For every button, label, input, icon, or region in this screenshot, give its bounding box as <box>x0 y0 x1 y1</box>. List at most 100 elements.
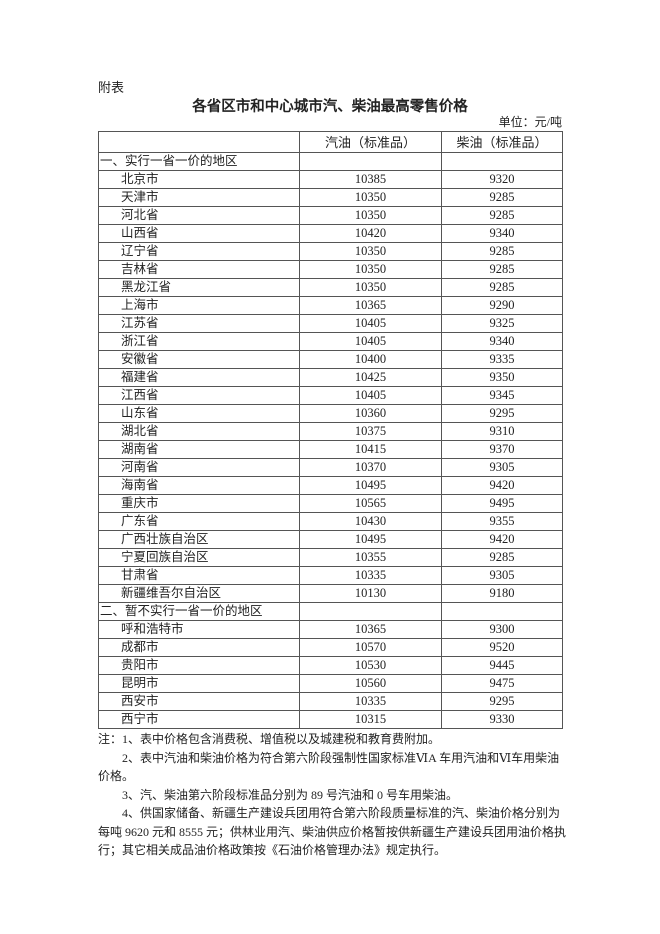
table-row: 北京市 10385 9320 <box>98 170 563 189</box>
diesel-price-cell: 9310 <box>441 422 563 441</box>
header-diesel: 柴油（标准品） <box>441 131 563 153</box>
gasoline-price-cell: 10370 <box>299 458 442 477</box>
gasoline-price-cell: 10350 <box>299 206 442 225</box>
region-cell: 广东省 <box>98 512 300 531</box>
table-row: 浙江省 10405 9340 <box>98 332 563 351</box>
table-row: 黑龙江省 10350 9285 <box>98 278 563 297</box>
table-row: 辽宁省 10350 9285 <box>98 242 563 261</box>
diesel-price-cell: 9285 <box>441 278 563 297</box>
table-row: 贵阳市 10530 9445 <box>98 656 563 675</box>
gasoline-price-cell: 10350 <box>299 260 442 279</box>
table-row: 重庆市 10565 9495 <box>98 494 563 513</box>
diesel-price-cell: 9300 <box>441 620 563 639</box>
table-row: 天津市 10350 9285 <box>98 188 563 207</box>
gasoline-price-cell: 10365 <box>299 620 442 639</box>
table-row: 广东省 10430 9355 <box>98 512 563 531</box>
empty-cell <box>299 152 442 171</box>
diesel-price-cell: 9320 <box>441 170 563 189</box>
empty-cell <box>441 152 563 171</box>
gasoline-price-cell: 10405 <box>299 386 442 405</box>
section-label: 二、暂不实行一省一价的地区 <box>98 602 300 621</box>
diesel-price-cell: 9445 <box>441 656 563 675</box>
header-gasoline: 汽油（标准品） <box>299 131 442 153</box>
region-cell: 呼和浩特市 <box>98 620 300 639</box>
gasoline-price-cell: 10415 <box>299 440 442 459</box>
region-cell: 福建省 <box>98 368 300 387</box>
gasoline-price-cell: 10335 <box>299 566 442 585</box>
gasoline-price-cell: 10495 <box>299 476 442 495</box>
gasoline-price-cell: 10350 <box>299 278 442 297</box>
empty-cell <box>299 602 442 621</box>
diesel-price-cell: 9335 <box>441 350 563 369</box>
table-header-row: 汽油（标准品） 柴油（标准品） <box>98 131 563 153</box>
gasoline-price-cell: 10350 <box>299 188 442 207</box>
gasoline-price-cell: 10385 <box>299 170 442 189</box>
gasoline-price-cell: 10355 <box>299 548 442 567</box>
region-cell: 成都市 <box>98 638 300 657</box>
diesel-price-cell: 9290 <box>441 296 563 315</box>
note-3: 3、汽、柴油第六阶段标准品分别为 89 号汽油和 0 号车用柴油。 <box>122 787 459 802</box>
diesel-price-cell: 9180 <box>441 584 563 603</box>
gasoline-price-cell: 10315 <box>299 710 442 729</box>
table-row: 甘肃省 10335 9305 <box>98 566 563 585</box>
diesel-price-cell: 9350 <box>441 368 563 387</box>
note-1: 注：1、表中价格包含消费税、增值税以及城建税和教育费附加。 <box>98 732 441 746</box>
annex-label: 附表 <box>98 80 125 95</box>
region-cell: 辽宁省 <box>98 242 300 261</box>
table-row: 山西省 10420 9340 <box>98 224 563 243</box>
gasoline-price-cell: 10560 <box>299 674 442 693</box>
region-cell: 甘肃省 <box>98 566 300 585</box>
gasoline-price-cell: 10565 <box>299 494 442 513</box>
table-row: 河北省 10350 9285 <box>98 206 563 225</box>
header-region <box>98 131 300 153</box>
gasoline-price-cell: 10405 <box>299 332 442 351</box>
region-cell: 上海市 <box>98 296 300 315</box>
diesel-price-cell: 9420 <box>441 476 563 495</box>
region-cell: 天津市 <box>98 188 300 207</box>
notes: 注：1、表中价格包含消费税、增值税以及城建税和教育费附加。 2、表中汽油和柴油价… <box>98 730 566 860</box>
gasoline-price-cell: 10530 <box>299 656 442 675</box>
table-row: 西宁市 10315 9330 <box>98 710 563 729</box>
region-cell: 湖南省 <box>98 440 300 459</box>
diesel-price-cell: 9370 <box>441 440 563 459</box>
table-row: 湖北省 10375 9310 <box>98 422 563 441</box>
gasoline-price-cell: 10430 <box>299 512 442 531</box>
region-cell: 河南省 <box>98 458 300 477</box>
gasoline-price-cell: 10400 <box>299 350 442 369</box>
gasoline-price-cell: 10335 <box>299 692 442 711</box>
region-cell: 宁夏回族自治区 <box>98 548 300 567</box>
region-cell: 西安市 <box>98 692 300 711</box>
diesel-price-cell: 9340 <box>441 224 563 243</box>
diesel-price-cell: 9305 <box>441 458 563 477</box>
table-row: 海南省 10495 9420 <box>98 476 563 495</box>
diesel-price-cell: 9495 <box>441 494 563 513</box>
document-title: 各省区市和中心城市汽、柴油最高零售价格 <box>192 99 468 115</box>
region-cell: 山西省 <box>98 224 300 243</box>
note-2: 2、表中汽油和柴油价格为符合第六阶段强制性国家标准ⅥA 车用汽油和Ⅵ车用柴油价格… <box>98 750 560 784</box>
gasoline-price-cell: 10570 <box>299 638 442 657</box>
diesel-price-cell: 9345 <box>441 386 563 405</box>
region-cell: 西宁市 <box>98 710 300 729</box>
region-cell: 安徽省 <box>98 350 300 369</box>
region-cell: 重庆市 <box>98 494 300 513</box>
table-row: 广西壮族自治区 10495 9420 <box>98 530 563 549</box>
gasoline-price-cell: 10130 <box>299 584 442 603</box>
gasoline-price-cell: 10350 <box>299 242 442 261</box>
diesel-price-cell: 9305 <box>441 566 563 585</box>
gasoline-price-cell: 10425 <box>299 368 442 387</box>
region-cell: 新疆维吾尔自治区 <box>98 584 300 603</box>
diesel-price-cell: 9285 <box>441 206 563 225</box>
region-cell: 湖北省 <box>98 422 300 441</box>
diesel-price-cell: 9295 <box>441 404 563 423</box>
table-row: 江苏省 10405 9325 <box>98 314 563 333</box>
diesel-price-cell: 9325 <box>441 314 563 333</box>
table-row: 成都市 10570 9520 <box>98 638 563 657</box>
table-row: 安徽省 10400 9335 <box>98 350 563 369</box>
region-cell: 江苏省 <box>98 314 300 333</box>
region-cell: 海南省 <box>98 476 300 495</box>
diesel-price-cell: 9520 <box>441 638 563 657</box>
gasoline-price-cell: 10405 <box>299 314 442 333</box>
unit-label: 单位：元/吨 <box>498 115 562 129</box>
table-row: 呼和浩特市 10365 9300 <box>98 620 563 639</box>
region-cell: 贵阳市 <box>98 656 300 675</box>
